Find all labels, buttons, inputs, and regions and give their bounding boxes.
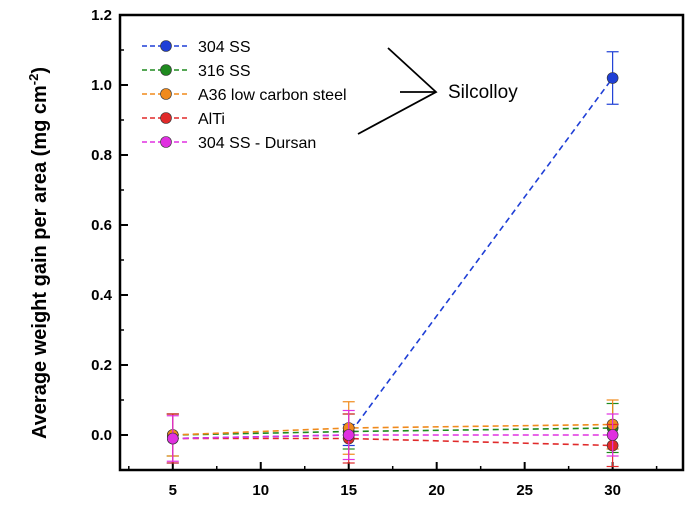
legend-item-2-label: 316 SS — [198, 63, 250, 80]
x-tick-label: 15 — [340, 482, 357, 499]
legend-item-2-marker — [160, 64, 172, 76]
series-5-point — [342, 429, 355, 441]
series-5-point — [606, 429, 619, 441]
annotation-bracket — [357, 47, 438, 135]
y-tick-label: 0.0 — [91, 427, 112, 444]
series-1-line — [172, 77, 614, 440]
plot-frame — [118, 13, 685, 472]
series-3-line — [172, 423, 613, 436]
y-axis-title-close: ) — [29, 67, 51, 74]
legend-item-3-label: A36 low carbon steel — [198, 87, 347, 104]
y-tick-label: 0.8 — [91, 147, 112, 164]
series-2-line — [172, 427, 613, 436]
series-1-point — [606, 72, 619, 84]
y-tick-label: 0.6 — [91, 217, 112, 234]
legend-item-5-marker — [160, 136, 172, 148]
legend-item-4-label: AlTi — [198, 111, 225, 128]
plot-area: 0.0 0.2 0.4 0.6 0.8 1.0 1.2 5 10 15 20 25 30 — [91, 7, 685, 499]
annotation-label: Silcolloy — [448, 82, 518, 103]
legend-item-4-marker — [160, 112, 172, 124]
x-tick-label: 10 — [252, 482, 269, 499]
y-axis-title-text: Average weight gain per area (mg cm — [29, 85, 51, 439]
series-5-line — [172, 434, 613, 440]
x-tick-label: 5 — [169, 482, 177, 499]
x-tick-label: 25 — [516, 482, 533, 499]
y-tick-label: 1.2 — [91, 7, 112, 24]
y-axis-title-superscript: -2 — [26, 74, 41, 86]
series-4-line — [172, 437, 613, 447]
legend: 304 SS 316 SS A36 low carbon steel AlTi 304 … — [142, 39, 347, 152]
legend-item-5-label: 304 SS - Dursan — [198, 135, 316, 152]
y-tick-label: 0.2 — [91, 357, 112, 374]
series-5-point — [166, 432, 179, 445]
x-tick-label: 30 — [604, 482, 621, 499]
y-tick-label: 1.0 — [91, 77, 112, 94]
legend-item-1-label: 304 SS — [198, 39, 250, 56]
x-tick-label: 20 — [428, 482, 445, 499]
y-tick-label: 0.4 — [91, 287, 113, 304]
silcolloy-annotation: Silcolloy — [357, 47, 518, 135]
legend-item-1-marker — [160, 40, 172, 52]
legend-item-3-marker — [160, 88, 172, 100]
y-axis-title: Average weight gain per area (mg cm-2) — [26, 67, 51, 439]
